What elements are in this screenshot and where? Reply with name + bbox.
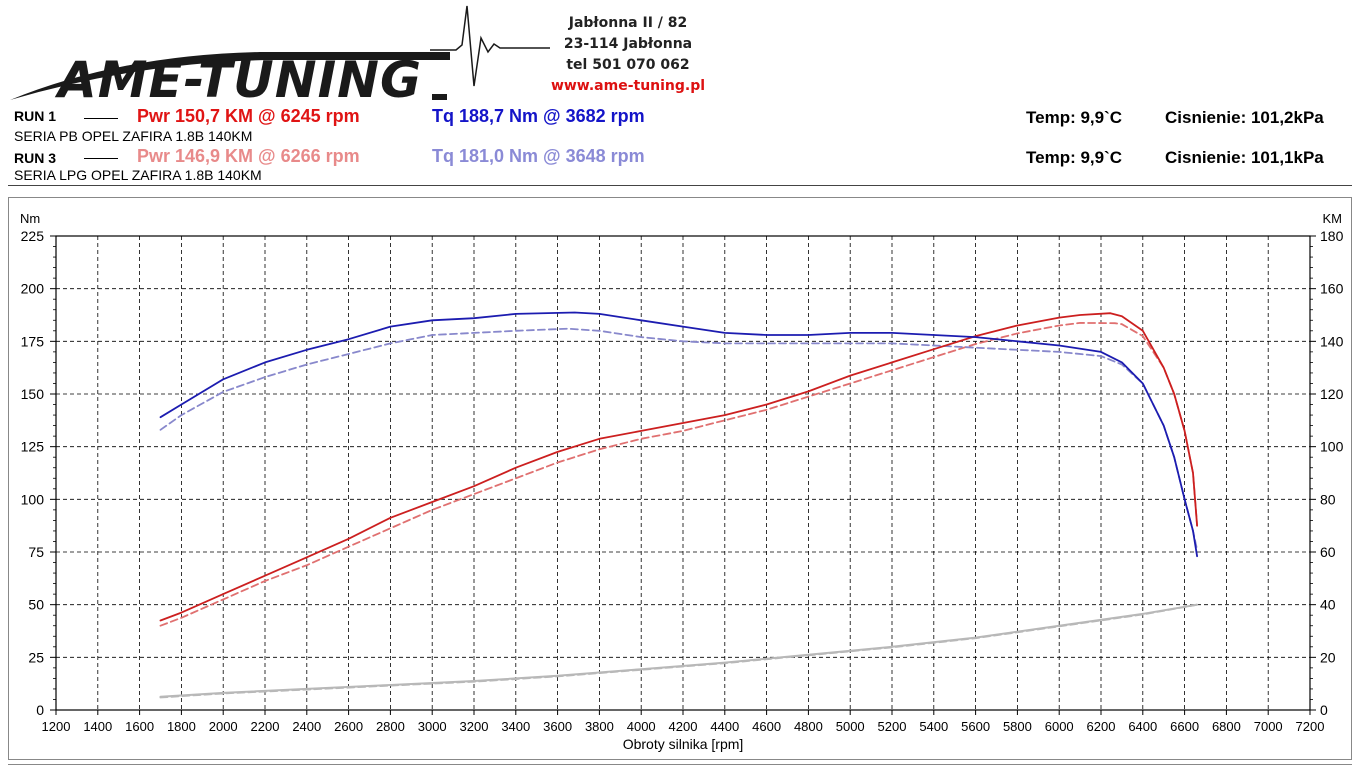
- ame-tuning-logo: AME-TUNING: [10, 5, 550, 105]
- x-tick-label: 3000: [418, 719, 447, 734]
- chart-frame: [8, 197, 1352, 760]
- phone-line: tel 501 070 062: [566, 57, 690, 73]
- x-tick-label: 1800: [167, 719, 196, 734]
- x-tick-label: 4800: [794, 719, 823, 734]
- run-1-torque-curve: [159, 311, 1198, 558]
- x-tick-label: 2400: [292, 719, 321, 734]
- run-3-torque-curve: [159, 327, 1198, 551]
- run-1-temp: Temp: 9,9`C: [1026, 108, 1123, 127]
- x-tick-label: 5600: [961, 719, 990, 734]
- y-right-tick-label: 60: [1320, 544, 1336, 560]
- x-tick-label: 6200: [1087, 719, 1116, 734]
- x-tick-label: 5200: [878, 719, 907, 734]
- bottom-divider: [8, 764, 1352, 765]
- address-line-2: 23-114 Jabłonna: [563, 36, 693, 52]
- x-tick-label: 4000: [627, 719, 656, 734]
- run-1-line-sample: [84, 118, 118, 119]
- run-3-loss-curve: [159, 603, 1199, 699]
- y-right-axis-label: KM: [1323, 211, 1343, 226]
- x-tick-label: 3400: [501, 719, 530, 734]
- x-tick-label: 2600: [334, 719, 363, 734]
- x-tick-label: 1600: [125, 719, 154, 734]
- run-3-label: RUN 3: [14, 150, 57, 166]
- y-right-tick-label: 0: [1320, 702, 1328, 718]
- x-tick-label: 4600: [752, 719, 781, 734]
- run-1-label: RUN 1: [14, 108, 57, 124]
- y-left-tick-label: 100: [21, 491, 45, 507]
- x-tick-label: 1200: [42, 719, 71, 734]
- y-left-axis-label: Nm: [20, 211, 40, 226]
- x-tick-label: 7200: [1296, 719, 1325, 734]
- run-3-power: Pwr 146,9 KM @ 6266 rpm: [137, 146, 360, 166]
- x-tick-label: 7000: [1254, 719, 1283, 734]
- run-3-temp: Temp: 9,9`C: [1026, 148, 1123, 167]
- y-right-tick-label: 40: [1320, 597, 1336, 613]
- address-line-1: Jabłonna II / 82: [568, 15, 688, 31]
- run-1-loss-curve: [159, 603, 1199, 698]
- x-tick-label: 3200: [460, 719, 489, 734]
- y-left-tick-label: 75: [28, 544, 44, 560]
- x-tick-label: 6600: [1170, 719, 1199, 734]
- x-tick-label: 2800: [376, 719, 405, 734]
- run-1-vehicle: SERIA PB OPEL ZAFIRA 1.8B 140KM: [14, 128, 253, 144]
- x-tick-label: 2000: [209, 719, 238, 734]
- y-left-tick-label: 0: [36, 702, 44, 718]
- x-tick-label: 4400: [710, 719, 739, 734]
- run-3-line-sample: [84, 158, 118, 159]
- run-3-pressure: Cisnienie: 101,1kPa: [1165, 148, 1324, 167]
- logo-pulse-line: [430, 5, 550, 87]
- y-left-tick-label: 125: [21, 439, 45, 455]
- x-tick-label: 5000: [836, 719, 865, 734]
- y-left-tick-label: 50: [28, 597, 44, 613]
- x-tick-label: 6400: [1128, 719, 1157, 734]
- y-right-tick-label: 20: [1320, 649, 1336, 665]
- y-right-tick-label: 160: [1320, 281, 1344, 297]
- x-tick-label: 2200: [251, 719, 280, 734]
- x-tick-label: 5800: [1003, 719, 1032, 734]
- x-tick-label: 4200: [669, 719, 698, 734]
- x-tick-label: 5400: [919, 719, 948, 734]
- x-tick-label: 6000: [1045, 719, 1074, 734]
- x-tick-label: 3800: [585, 719, 614, 734]
- y-right-tick-label: 140: [1320, 333, 1344, 349]
- run-1-torque: Tq 188,7 Nm @ 3682 rpm: [432, 106, 645, 126]
- y-right-tick-label: 80: [1320, 491, 1336, 507]
- y-left-tick-label: 175: [21, 333, 45, 349]
- website-link[interactable]: www.ame-tuning.pl: [550, 78, 706, 94]
- y-right-tick-label: 120: [1320, 386, 1344, 402]
- y-left-tick-label: 225: [21, 228, 45, 244]
- run-1-power: Pwr 150,7 KM @ 6245 rpm: [137, 106, 360, 126]
- header-divider: [8, 185, 1352, 186]
- logo-swoosh: [10, 52, 450, 100]
- y-left-tick-label: 25: [28, 649, 44, 665]
- plot-area-border: [55, 235, 1311, 711]
- run-3-torque: Tq 181,0 Nm @ 3648 rpm: [432, 146, 645, 166]
- x-axis-label: Obroty silnika [rpm]: [623, 736, 744, 752]
- y-left-tick-label: 200: [21, 281, 45, 297]
- x-tick-label: 6800: [1212, 719, 1241, 734]
- x-tick-label: 3600: [543, 719, 572, 734]
- y-left-tick-label: 150: [21, 386, 45, 402]
- x-tick-label: 1400: [83, 719, 112, 734]
- y-right-tick-label: 100: [1320, 439, 1344, 455]
- run-1-pressure: Cisnienie: 101,2kPa: [1165, 108, 1324, 127]
- run-3-vehicle: SERIA LPG OPEL ZAFIRA 1.8B 140KM: [14, 167, 262, 183]
- logo-text: AME-TUNING: [54, 51, 422, 105]
- y-right-tick-label: 180: [1320, 228, 1344, 244]
- run-3-power-curve: [159, 321, 1198, 627]
- run-1-power-curve: [159, 312, 1198, 622]
